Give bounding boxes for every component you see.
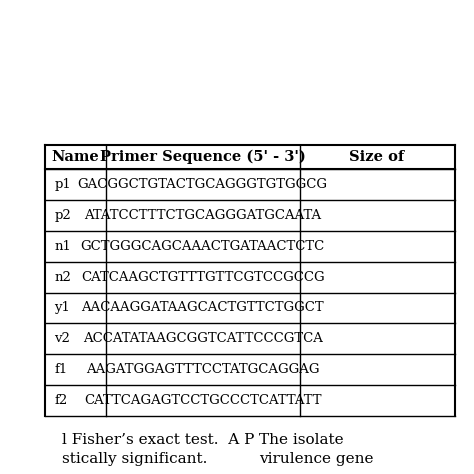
Text: f2: f2 bbox=[55, 394, 68, 407]
Text: l Fisher’s exact test.  A P
stically significant.: l Fisher’s exact test. A P stically sign… bbox=[63, 433, 255, 466]
Text: AACAAGGATAAGCACTGTTCTGGCT: AACAAGGATAAGCACTGTTCTGGCT bbox=[82, 301, 324, 314]
Text: AAGATGGAGTTTCCTATGCAGGAG: AAGATGGAGTTTCCTATGCAGGAG bbox=[86, 363, 319, 376]
Text: n1: n1 bbox=[55, 240, 71, 253]
Text: GACGGCTGTACTGCAGGGTGTGGCG: GACGGCTGTACTGCAGGGTGTGGCG bbox=[78, 178, 328, 191]
Text: y1: y1 bbox=[55, 301, 70, 314]
Text: CATCAAGCTGTTTGTTCGTCCGCCG: CATCAAGCTGTTTGTTCGTCCGCCG bbox=[81, 271, 324, 283]
Text: v2: v2 bbox=[55, 332, 70, 345]
Text: ATATCCTTTCTGCAGGGATGCAATA: ATATCCTTTCTGCAGGGATGCAATA bbox=[84, 209, 321, 222]
Text: Name: Name bbox=[52, 150, 100, 164]
Text: p2: p2 bbox=[55, 209, 71, 222]
Text: The isolate
virulence gene: The isolate virulence gene bbox=[259, 433, 374, 466]
Text: CATTCAGAGTCCTGCCCTCATTATT: CATTCAGAGTCCTGCCCTCATTATT bbox=[84, 394, 321, 407]
Text: ACCATATAAGCGGTCATTCCCGTCA: ACCATATAAGCGGTCATTCCCGTCA bbox=[82, 332, 323, 345]
Text: Size of: Size of bbox=[349, 150, 405, 164]
Text: n2: n2 bbox=[55, 271, 71, 283]
Text: GCTGGGCAGCAAACTGATAACTCTC: GCTGGGCAGCAAACTGATAACTCTC bbox=[81, 240, 325, 253]
Text: Primer Sequence (5' - 3'): Primer Sequence (5' - 3') bbox=[100, 150, 306, 164]
Text: p1: p1 bbox=[55, 178, 71, 191]
Text: f1: f1 bbox=[55, 363, 68, 376]
